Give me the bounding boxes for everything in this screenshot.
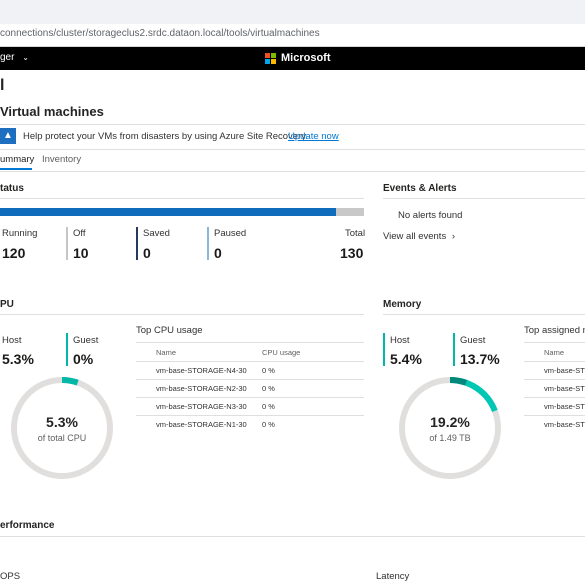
tabs-divider [0,171,585,172]
off-label: Off [73,228,86,239]
memory-guest-marker [453,333,455,366]
cpu-row-divider [136,397,364,398]
total-label: Total [345,228,366,239]
memory-row-divider [524,397,585,398]
latency-label: Latency [376,571,410,582]
view-all-events-link[interactable]: View all events › [383,231,455,242]
cpu-donut-arc [11,377,113,479]
cpu-host-value: 5.3% [2,351,34,367]
cpu-row-usage: 0 % [262,384,275,393]
memory-host-marker [383,333,385,366]
cpu-heading: PU [0,299,14,310]
cpu-row-name[interactable]: vm-base-STORAGE-N4-30 [156,366,247,375]
active-tab-indicator [0,168,32,170]
cpu-row-divider [136,361,364,362]
app-menu-button[interactable]: ger ⌄ [0,52,29,63]
memory-guest-label: Guest [460,335,486,346]
off-marker [66,227,68,260]
memory-col-name: Name [544,348,565,357]
running-label: Running [2,228,38,239]
cpu-host-label: Host [2,335,22,346]
performance-divider [0,536,585,537]
cpu-row-divider [136,379,364,380]
total-value: 130 [340,245,364,261]
paused-value: 0 [214,245,222,261]
cpu-row-usage: 0 % [262,402,275,411]
browser-tab-strip [0,0,585,25]
no-alerts-text: No alerts found [398,210,463,221]
saved-label: Saved [143,228,170,239]
status-divider [0,198,364,199]
info-banner [0,124,585,150]
performance-heading: erformance [0,520,55,531]
saved-value: 0 [143,245,151,261]
microsoft-logo-icon [265,53,277,65]
iops-label: OPS [0,571,21,582]
memory-heading: Memory [383,299,422,310]
update-now-link[interactable]: Update now [288,131,339,142]
memory-host-label: Host [390,335,410,346]
memory-row-divider [524,379,585,380]
address-text[interactable]: connections/cluster/storageclus2.srdc.da… [0,28,320,39]
cpu-row-divider [136,415,364,416]
cpu-divider [0,314,364,315]
cpu-row-name[interactable]: vm-base-STORAGE-N2-30 [156,384,247,393]
app-header [0,47,585,70]
cpu-guest-value: 0% [73,351,94,367]
cpu-donut-subtitle: of total CPU [37,433,87,443]
memory-donut-value: 19.2% [430,414,470,430]
paused-marker [207,227,209,260]
tab-summary[interactable]: ummary [0,154,35,165]
top-cpu-title: Top CPU usage [136,325,203,336]
chevron-down-icon: ⌄ [22,53,29,62]
events-heading: Events & Alerts [383,183,457,194]
paused-label: Paused [214,228,247,239]
memory-row-divider [524,415,585,416]
memory-donut-host-arc [399,377,501,479]
memory-row-name[interactable]: vm-base-STO [544,420,585,429]
view-all-events-label: View all events [383,231,447,242]
chevron-right-icon: › [451,231,456,242]
cpu-col-usage: CPU usage [262,348,301,357]
address-bar[interactable] [0,24,585,47]
brand-name: Microsoft [281,52,331,64]
cpu-guest-marker [66,333,68,366]
cpu-row-name[interactable]: vm-base-STORAGE-N1-30 [156,420,247,429]
memory-table-top-line [524,342,585,343]
memory-guest-value: 13.7% [460,351,500,367]
banner-text: Help protect your VMs from disasters by … [23,131,308,142]
memory-row-name[interactable]: vm-base-STO [544,384,585,393]
cpu-donut-value: 5.3% [46,414,78,430]
memory-row-name[interactable]: vm-base-STO [544,402,585,411]
events-divider [383,198,585,199]
memory-donut-subtitle: of 1.49 TB [429,433,471,443]
top-memory-title: Top assigned m [524,325,585,336]
cpu-row-name[interactable]: vm-base-STORAGE-N3-30 [156,402,247,411]
page-title: l [0,77,5,94]
cpu-row-usage: 0 % [262,420,275,429]
memory-row-divider [524,361,585,362]
running-value: 120 [2,245,26,261]
vm-status-bar [0,208,364,216]
section-title: Virtual machines [0,104,104,119]
saved-marker [136,227,138,260]
running-bar-fill [0,208,336,216]
cpu-row-usage: 0 % [262,366,275,375]
app-menu-label: ger [0,52,15,63]
memory-divider [383,314,585,315]
cpu-guest-label: Guest [73,335,99,346]
memory-row-name[interactable]: vm-base-STO [544,366,585,375]
cpu-donut [11,377,113,479]
cpu-col-name: Name [156,348,177,357]
off-value: 10 [73,245,89,261]
azure-icon: ▲ [0,128,16,144]
memory-host-value: 5.4% [390,351,422,367]
cpu-table-top-line [136,342,364,343]
tab-inventory[interactable]: Inventory [42,154,82,165]
memory-donut [399,377,501,479]
status-heading: tatus [0,183,24,194]
